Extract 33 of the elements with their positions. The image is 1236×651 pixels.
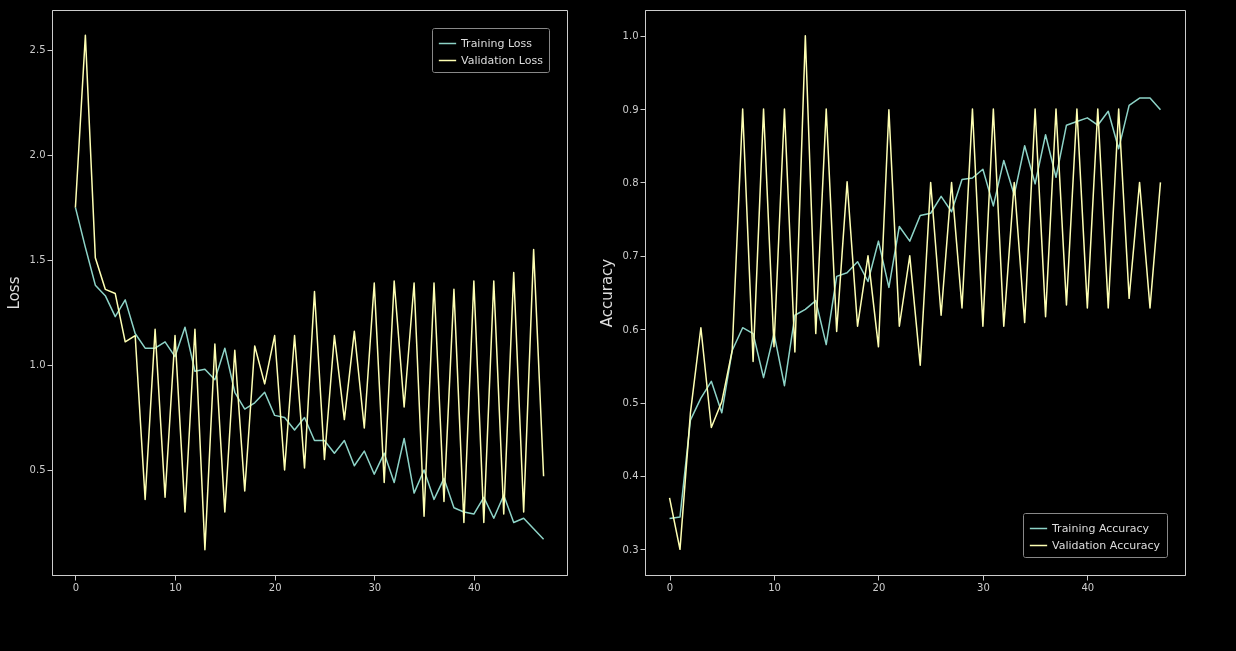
line-series bbox=[74, 206, 545, 541]
legend-label: Training Accuracy bbox=[1051, 521, 1150, 535]
x-tick-label: 10 bbox=[169, 581, 182, 593]
legend-label: Validation Loss bbox=[461, 53, 544, 67]
x-tick-label: 0 bbox=[666, 581, 674, 593]
x-tick-label: 20 bbox=[268, 581, 282, 593]
line-series bbox=[74, 34, 545, 551]
y-tick-label: 0.7 bbox=[622, 250, 639, 262]
x-tick-label: 20 bbox=[872, 581, 886, 593]
y-tick-label: 0.4 bbox=[622, 470, 639, 482]
legend-label: Training Loss bbox=[460, 36, 533, 50]
x-tick-label: 0 bbox=[72, 581, 80, 593]
x-tick-label: 40 bbox=[467, 581, 481, 593]
y-tick-label: 0.5 bbox=[29, 464, 46, 476]
x-tick-label: 30 bbox=[977, 581, 990, 593]
y-tick-label: 2.0 bbox=[29, 149, 46, 161]
y-tick-label: 0.5 bbox=[622, 397, 639, 409]
line-series bbox=[668, 97, 1162, 520]
y-axis-title: Loss bbox=[4, 276, 23, 310]
y-tick-label: 0.3 bbox=[622, 543, 639, 555]
y-axis-title: Accuracy bbox=[597, 258, 616, 328]
legend-label: Validation Accuracy bbox=[1052, 538, 1161, 552]
x-tick-label: 30 bbox=[368, 581, 382, 593]
y-tick-label: 0.8 bbox=[622, 176, 639, 188]
line-series bbox=[668, 34, 1162, 551]
y-tick-label: 1.5 bbox=[29, 254, 46, 266]
y-tick-label: 0.6 bbox=[622, 323, 639, 335]
y-tick-label: 1.0 bbox=[29, 359, 46, 371]
y-tick-label: 0.9 bbox=[622, 103, 639, 115]
y-tick-label: 2.5 bbox=[29, 44, 46, 56]
x-tick-label: 10 bbox=[768, 581, 781, 593]
x-tick-label: 40 bbox=[1081, 581, 1095, 593]
y-tick-label: 1.0 bbox=[622, 30, 639, 42]
